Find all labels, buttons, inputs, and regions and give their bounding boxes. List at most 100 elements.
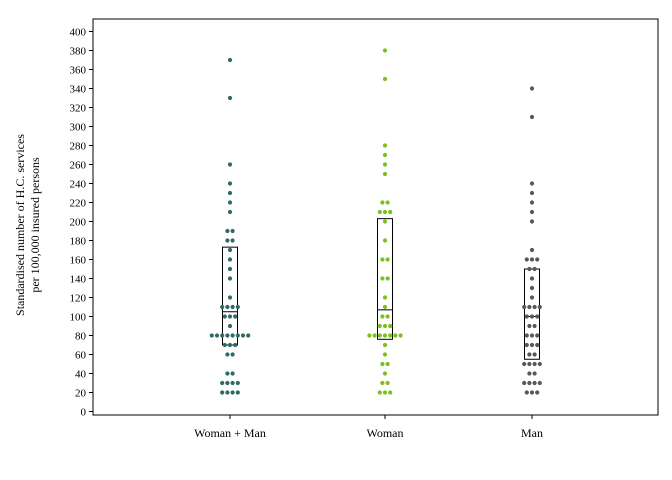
y-tick-label: 120	[70, 293, 87, 305]
data-point	[382, 352, 388, 357]
data-point	[388, 333, 393, 338]
y-axis-title: Standardised number of H.C. services per …	[13, 134, 42, 316]
iqr-box	[377, 218, 393, 340]
data-point	[227, 209, 233, 215]
data-point	[227, 247, 233, 253]
data-point	[235, 380, 240, 386]
data-point	[227, 342, 233, 348]
y-tick-label: 80	[75, 331, 87, 343]
data-point	[382, 333, 388, 338]
y-tick-label: 180	[70, 236, 87, 248]
data-point	[382, 152, 388, 158]
data-point	[529, 181, 535, 186]
data-point	[220, 380, 225, 386]
data-point	[537, 361, 542, 367]
data-point	[235, 333, 240, 338]
data-point	[227, 57, 233, 63]
data-point	[524, 257, 529, 262]
data-point	[382, 219, 388, 224]
data-point	[382, 48, 388, 53]
data-point	[209, 333, 214, 338]
data-point	[225, 228, 230, 234]
data-point	[522, 361, 527, 367]
data-point	[532, 380, 537, 386]
data-point	[529, 276, 535, 281]
y-tick-label: 220	[70, 198, 87, 210]
data-point	[532, 361, 537, 367]
y-axis: 0 20 40 60 80 100 120 140 160 180 200 220 240 260 280 3…	[70, 27, 93, 419]
data-point	[222, 342, 227, 348]
data-point	[529, 295, 535, 300]
data-point	[535, 333, 540, 338]
data-point	[382, 304, 388, 310]
data-point	[380, 314, 385, 319]
y-tick-label: 20	[75, 388, 87, 400]
data-point	[233, 342, 238, 348]
y-axis-title-line: Standardised number of H.C. services	[13, 134, 27, 316]
data-point	[382, 371, 388, 376]
data-point	[524, 314, 529, 319]
data-point	[529, 333, 535, 338]
data-point	[377, 323, 382, 329]
y-tick-label: 60	[75, 350, 87, 362]
y-tick-label: 300	[70, 122, 87, 134]
data-point	[537, 304, 542, 310]
data-point	[524, 342, 529, 348]
data-point	[524, 390, 529, 395]
data-point	[225, 380, 230, 386]
y-tick-label: 160	[70, 255, 87, 267]
data-point	[382, 209, 388, 215]
plot-frame	[92, 18, 659, 416]
data-point	[222, 314, 227, 319]
data-point	[532, 266, 537, 272]
data-point	[225, 390, 230, 395]
data-point	[230, 380, 235, 386]
y-tick-label: 340	[70, 84, 87, 96]
data-point	[227, 295, 233, 300]
data-point	[382, 342, 388, 348]
y-tick-label: 260	[70, 160, 87, 172]
data-point	[372, 333, 377, 338]
y-tick-label: 380	[70, 46, 87, 58]
data-point	[382, 295, 388, 300]
data-point	[225, 333, 230, 338]
y-tick-label: 40	[75, 369, 87, 381]
y-tick-label: 140	[70, 274, 87, 286]
data-point	[524, 333, 529, 338]
data-point	[382, 323, 388, 329]
data-point	[529, 257, 535, 262]
data-point	[527, 380, 532, 386]
data-point	[532, 323, 537, 329]
data-point	[535, 257, 540, 262]
data-point	[527, 361, 532, 367]
data-point	[230, 304, 235, 310]
data-point	[214, 333, 220, 338]
data-point	[522, 380, 527, 386]
data-point	[225, 238, 230, 243]
data-point	[246, 333, 251, 338]
data-point	[529, 390, 535, 395]
data-point	[380, 380, 385, 386]
data-point	[230, 371, 235, 376]
y-tick-label: 360	[70, 65, 87, 77]
data-point	[230, 352, 235, 357]
y-tick-label: 200	[70, 217, 87, 229]
boxes	[222, 218, 540, 360]
data-point	[227, 181, 233, 186]
data-point	[529, 86, 535, 91]
data-point	[385, 276, 390, 281]
data-point	[529, 285, 535, 291]
data-point	[388, 323, 393, 329]
data-point	[380, 200, 385, 205]
iqr-box	[524, 268, 540, 360]
data-point	[233, 314, 238, 319]
data-point	[235, 390, 240, 395]
data-point	[527, 371, 532, 376]
data-point	[532, 304, 537, 310]
data-point	[227, 190, 233, 196]
data-point	[220, 304, 225, 310]
data-point	[529, 247, 535, 253]
data-point	[532, 352, 537, 357]
data-point	[230, 390, 235, 395]
data-point	[382, 76, 388, 82]
